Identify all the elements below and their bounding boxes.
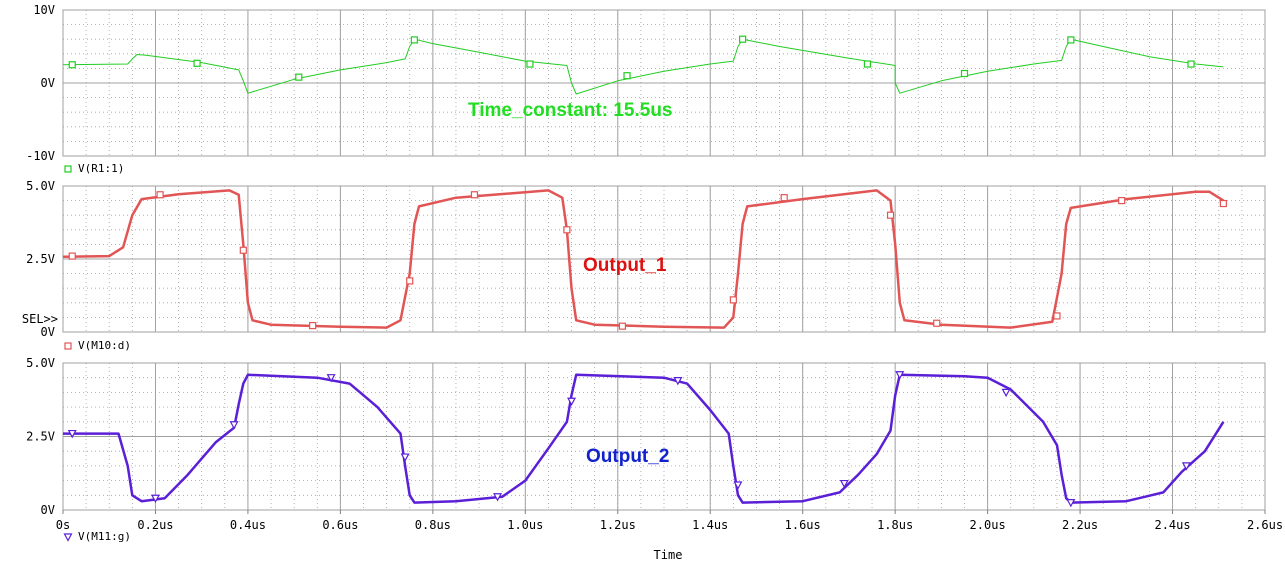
- data-marker: [400, 453, 410, 462]
- x-tick-label: 1.4us: [692, 518, 728, 532]
- x-tick-label: 2.6us: [1247, 518, 1283, 532]
- data-marker: [729, 296, 737, 304]
- x-tick-label: 1.6us: [785, 518, 821, 532]
- legend-triangle-icon: [63, 533, 73, 542]
- x-tick-label: 2.0us: [970, 518, 1006, 532]
- x-tick-label: 0.2us: [137, 518, 173, 532]
- data-marker: [239, 246, 247, 254]
- legend-label: V(M10:d): [78, 339, 131, 352]
- data-marker: [673, 377, 683, 386]
- data-marker: [68, 61, 76, 69]
- data-marker: [1067, 36, 1075, 44]
- data-marker: [470, 191, 479, 199]
- data-marker: [156, 191, 164, 199]
- legend-entry[interactable]: V(M11:g): [63, 530, 131, 543]
- data-marker: [1053, 312, 1061, 320]
- data-marker: [150, 494, 160, 504]
- x-tick-label: 0.4us: [230, 518, 266, 532]
- data-marker: [526, 60, 534, 68]
- data-marker: [309, 321, 317, 330]
- x-tick-label: 1.8us: [877, 518, 913, 532]
- data-marker: [960, 69, 969, 78]
- y-tick-label: 0V: [41, 503, 55, 517]
- data-marker: [780, 194, 788, 202]
- y-tick-label: 5.0V: [26, 356, 55, 370]
- x-tick-label: 0s: [56, 518, 70, 532]
- data-marker: [406, 277, 414, 285]
- data-marker: [1219, 199, 1227, 208]
- data-marker: [886, 211, 895, 219]
- y-tick-label: 2.5V: [26, 252, 55, 266]
- panel-1: 10V 0V -10V Time_constant: 15.5us V(R1:1): [26, 3, 1266, 175]
- series-line-V(M11:g): [63, 373, 1225, 504]
- data-marker: [863, 60, 872, 68]
- x-tick-label: 2.2us: [1062, 518, 1098, 532]
- data-marker: [733, 481, 743, 490]
- data-marker: [229, 421, 239, 430]
- data-marker: [933, 319, 941, 327]
- data-marker: [326, 374, 336, 383]
- data-marker: [1118, 197, 1126, 205]
- data-marker: [493, 493, 503, 502]
- legend-entry[interactable]: V(M10:d): [64, 339, 131, 352]
- legend-entry[interactable]: V(R1:1): [64, 162, 124, 175]
- legend-label: V(R1:1): [78, 162, 124, 175]
- y-tick-label: 0V: [41, 76, 55, 90]
- data-marker: [567, 397, 577, 406]
- data-marker: [68, 252, 76, 260]
- selection-marker: SEL>>: [22, 312, 58, 326]
- data-marker: [410, 36, 418, 44]
- x-tick-label: 0.6us: [322, 518, 358, 532]
- data-marker: [839, 479, 849, 489]
- data-marker: [67, 429, 77, 439]
- y-tick-label: 2.5V: [26, 430, 55, 444]
- x-tick-label: 0.8us: [415, 518, 451, 532]
- series-line-V(R1:1): [62, 38, 1224, 95]
- data-marker: [738, 35, 747, 43]
- data-marker: [623, 72, 631, 80]
- annotation-label: Time_constant: 15.5us: [468, 100, 673, 121]
- x-tick-label: 1.2us: [600, 518, 636, 532]
- legend-label: V(M11:g): [78, 530, 131, 543]
- data-marker: [1181, 462, 1191, 471]
- data-marker: [1066, 499, 1076, 508]
- panel-3: 5.0V 2.5V 0V Output_2 V(M11:g): [26, 356, 1266, 543]
- x-axis-title: Time: [654, 548, 683, 562]
- data-marker: [618, 322, 626, 330]
- data-marker: [295, 73, 303, 81]
- y-tick-label: 0V: [41, 325, 55, 339]
- data-marker: [193, 59, 201, 67]
- data-marker: [1001, 388, 1011, 398]
- annotation-label: Output_2: [586, 446, 669, 467]
- legend-square-icon: [64, 342, 72, 350]
- data-marker: [1187, 60, 1195, 68]
- legend-square-icon: [64, 165, 72, 173]
- y-tick-label: -10V: [26, 149, 55, 163]
- data-marker: [895, 371, 905, 380]
- y-tick-label: 10V: [33, 3, 55, 17]
- annotation-label: Output_1: [583, 255, 667, 276]
- series-line-V(M10:d): [62, 189, 1225, 329]
- x-tick-label: 2.4us: [1154, 518, 1190, 532]
- x-tick-label: 1.0us: [507, 518, 543, 532]
- y-tick-label: 5.0V: [26, 179, 55, 193]
- data-marker: [563, 226, 571, 234]
